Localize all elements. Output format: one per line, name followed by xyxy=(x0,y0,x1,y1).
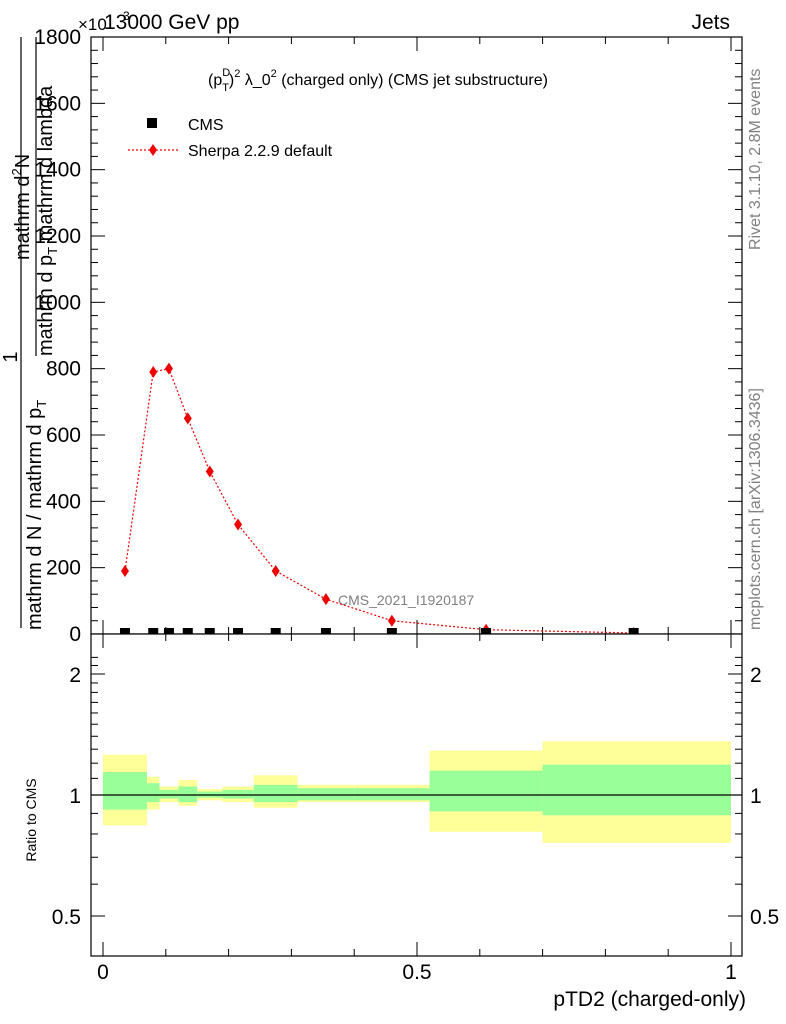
cms-point xyxy=(270,628,281,634)
ratio-inner-band xyxy=(429,770,543,812)
main-y-tick-label: 800 xyxy=(46,358,81,381)
mcplots-label: mcplots.cern.ch [arXiv:1306.3436] xyxy=(747,388,764,630)
ratio-inner-band xyxy=(222,789,254,799)
legend-cms-marker xyxy=(147,118,157,128)
series-cms xyxy=(119,628,639,634)
cms-point xyxy=(204,628,215,634)
x-tick-labels: 0 0.5 1 xyxy=(97,961,737,984)
ratio-y-tick-label-right: 1 xyxy=(750,785,762,808)
cms-point xyxy=(386,628,397,634)
y-exponent-multiplier: ×10 xyxy=(78,15,107,34)
ratio-y-tick-label-right: 0.5 xyxy=(750,906,779,929)
ratio-x-ticks xyxy=(102,634,732,956)
rivet-version-label: Rivet 3.1.10, 2.8M events xyxy=(747,69,764,250)
legend: CMS Sherpa 2.2.9 default xyxy=(128,117,333,160)
main-y-tick-label: 1400 xyxy=(34,159,81,182)
main-y-tick-label: 600 xyxy=(46,424,81,447)
main-y-tick-label: 1000 xyxy=(34,291,81,314)
main-y-tick-label: 1200 xyxy=(34,225,81,248)
x-tick-label: 0 xyxy=(97,961,109,984)
ratio-y-tick-label: 2 xyxy=(69,664,81,687)
cms-point xyxy=(163,628,174,634)
ratio-inner-band xyxy=(178,786,198,803)
energy-label: 13000 GeV pp xyxy=(104,11,239,34)
x-tick-label: 1 xyxy=(725,961,737,984)
y-axis-denominator-outer: mathrm d N / mathrm d pT xyxy=(24,400,49,630)
sherpa-point xyxy=(183,412,192,425)
y-axis-title: 1 mathrm d N / mathrm d pT mathrm d2N ma… xyxy=(0,37,60,630)
ratio-inner-band xyxy=(542,764,731,816)
cms-point xyxy=(148,628,159,634)
y-axis-numerator: mathrm d2N xyxy=(9,154,34,260)
x-tick-label: 0.5 xyxy=(402,961,431,984)
y-axis-numerator-outer: 1 xyxy=(0,351,22,362)
ratio-y-tick-label: 1 xyxy=(69,785,81,808)
main-plot-frame xyxy=(90,36,743,635)
analysis-watermark: CMS_2021_I1920187 xyxy=(338,592,474,608)
y-exponent-power: 3 xyxy=(123,9,130,23)
legend-sherpa-marker xyxy=(149,144,157,156)
ratio-inner-band xyxy=(103,772,147,810)
sherpa-point xyxy=(271,564,280,577)
x-axis-title: pTD2 (charged-only) xyxy=(553,988,746,1011)
ratio-y-ticks xyxy=(91,656,742,917)
sherpa-point xyxy=(321,593,330,606)
main-y-tick-label: 1600 xyxy=(34,92,81,115)
cms-point xyxy=(182,628,193,634)
main-y-tick-label: 200 xyxy=(46,557,81,580)
ratio-inner-band xyxy=(354,788,430,801)
sherpa-point xyxy=(120,564,129,577)
cms-point xyxy=(320,628,331,634)
main-y-tick-labels: 0 200 400 600 800 1000 1200 1400 1600 1800 xyxy=(34,26,81,646)
ratio-inner-band xyxy=(297,788,355,801)
legend-cms-label: CMS xyxy=(188,117,224,134)
main-y-tick-label: 1800 xyxy=(34,26,81,49)
sherpa-point xyxy=(164,362,173,375)
ratio-y-tick-labels: 0.5 0.5 1 1 2 2 xyxy=(52,664,779,929)
sherpa-point xyxy=(387,614,396,627)
legend-sherpa-label: Sherpa 2.2.9 default xyxy=(188,143,333,160)
cms-point xyxy=(233,628,244,634)
plot-title: (pD T)2 λ_02 (charged only) (CMS jet subs… xyxy=(208,67,548,94)
ratio-y-tick-label: 0.5 xyxy=(52,906,81,929)
ratio-plot: 0.5 0.51 12 2 0 0.5 1 Ratio to CMS pTD2 (char… xyxy=(23,633,779,1011)
process-label: Jets xyxy=(691,11,730,34)
cms-point xyxy=(481,628,492,634)
main-plot: 0 200 400 600 800 1000 1200 1400 1600 1800 CMS_20… xyxy=(34,26,743,646)
sherpa-point xyxy=(205,465,214,478)
ratio-inner-band xyxy=(253,784,298,803)
cms-point xyxy=(628,628,639,634)
ratio-inner-band xyxy=(159,789,179,799)
main-y-tick-label: 400 xyxy=(46,490,81,513)
ratio-y-tick-label-right: 2 xyxy=(750,664,762,687)
sherpa-point xyxy=(234,518,243,531)
ratio-y-axis-title: Ratio to CMS xyxy=(23,778,39,861)
sherpa-point xyxy=(149,365,158,378)
cms-point xyxy=(119,628,130,634)
ratio-inner-band xyxy=(146,783,160,803)
y-axis-denominator: mathrm d pT mathrm d lambda xyxy=(35,85,60,356)
ratio-bands xyxy=(103,741,731,843)
main-y-tick-label: 0 xyxy=(69,623,81,646)
